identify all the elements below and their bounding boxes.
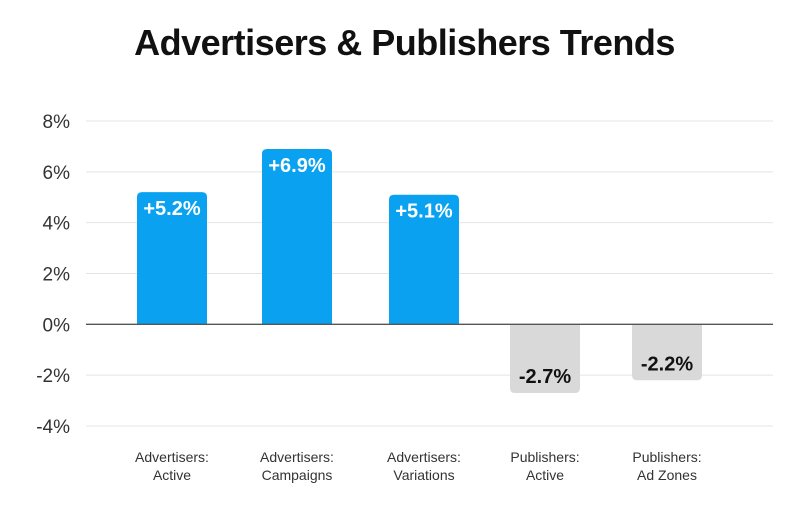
data-label: -2.2% (641, 353, 693, 375)
y-tick-label: 0% (43, 315, 71, 336)
bars (137, 148, 702, 393)
y-axis-ticks: 8% 6% 4% 2% 0% -2% -4% (36, 112, 70, 438)
category-label: Advertisers: (260, 449, 334, 465)
y-tick-label: 2% (43, 265, 71, 286)
category-label: Active (526, 467, 564, 483)
category-label: Advertisers: (135, 449, 209, 465)
y-tick-label: 8% (43, 112, 71, 133)
category-label: Active (153, 467, 191, 483)
y-tick-label: -2% (36, 366, 70, 387)
y-tick-label: 6% (43, 163, 71, 184)
bar (510, 324, 580, 393)
bar (389, 194, 459, 325)
chart-title: Advertisers & Publishers Trends (134, 22, 675, 63)
data-label: +6.9% (268, 155, 325, 177)
category-label: Campaigns (262, 467, 333, 483)
data-label: +5.2% (143, 198, 200, 220)
y-tick-label: 4% (43, 214, 71, 235)
category-label: Ad Zones (637, 467, 697, 483)
data-labels: +5.2% +6.9% +5.1% -2.7% -2.2% (143, 155, 693, 388)
bar (632, 324, 702, 381)
bar (137, 192, 207, 325)
category-label: Publishers: (510, 449, 579, 465)
bar (262, 148, 332, 325)
category-label: Advertisers: (387, 449, 461, 465)
data-label: -2.7% (519, 366, 571, 388)
category-label: Publishers: (632, 449, 701, 465)
data-label: +5.1% (395, 201, 452, 223)
x-axis-categories: Advertisers: Active Advertisers: Campaigns A… (135, 449, 702, 483)
category-label: Variations (393, 467, 454, 483)
y-tick-label: -4% (36, 417, 70, 438)
